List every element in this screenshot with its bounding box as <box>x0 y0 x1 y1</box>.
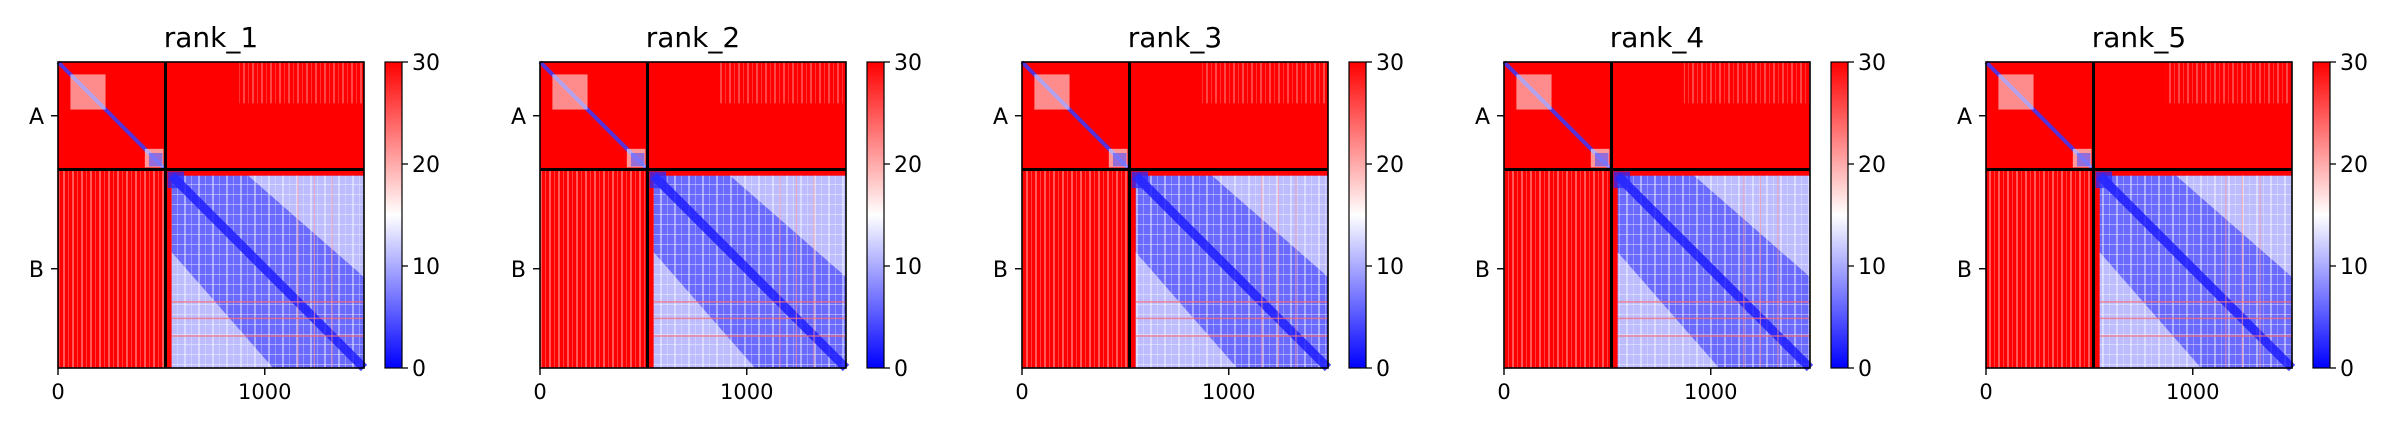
domain-block-b-start <box>167 171 185 189</box>
colorbar-tick-label: 30 <box>412 51 440 76</box>
colorbar <box>384 61 403 369</box>
x-tick-label: 0 <box>1979 380 1992 404</box>
plot-frame <box>539 61 847 369</box>
heatmap-panel-4: rank_4 0 1000 A B 0 10 20 30 <box>1475 21 1886 404</box>
colorbar <box>2312 61 2331 369</box>
x-tick-label: 0 <box>1497 380 1510 404</box>
colorbar-tick-label: 0 <box>2340 357 2354 382</box>
colorbar-tick-label: 20 <box>412 153 440 178</box>
colorbar <box>1348 61 1367 369</box>
colorbar-tick-label: 30 <box>1376 51 1404 76</box>
interchain-texture-ab <box>2165 62 2292 104</box>
heatmap-region-b-low <box>171 252 274 368</box>
heatmap-region-b-high <box>248 175 364 278</box>
interchain-texture-ba <box>540 169 648 368</box>
interchain-texture-ba <box>1986 169 2094 368</box>
chart-title: rank_2 <box>646 21 740 54</box>
domain-block-b-start <box>1131 171 1149 189</box>
heatmap-region-b-high <box>730 175 846 278</box>
y-tick-label: A <box>993 105 1008 130</box>
heatmap-region-b-high <box>2176 175 2292 278</box>
colorbar-tick-label: 10 <box>1858 255 1886 280</box>
interchain-texture-ab <box>1683 62 1810 104</box>
y-tick-label: B <box>29 258 44 283</box>
heatmap-region-b-high <box>1212 175 1328 278</box>
domain-block-a <box>552 74 588 110</box>
colorbar-tick-label: 10 <box>1376 255 1404 280</box>
colorbar-tick-label: 0 <box>412 357 426 382</box>
colorbar-tick-label: 10 <box>412 255 440 280</box>
domain-block-a <box>1516 74 1552 110</box>
x-tick-label: 0 <box>1015 380 1028 404</box>
plot-frame <box>1985 61 2293 369</box>
interchain-texture-ab <box>1201 62 1328 104</box>
colorbar-tick-label: 20 <box>1858 153 1886 178</box>
colorbar-tick-label: 0 <box>1376 357 1390 382</box>
domain-block-b-start <box>1613 171 1631 189</box>
x-tick-label: 1000 <box>720 380 773 404</box>
x-tick-label: 1000 <box>1684 380 1737 404</box>
y-tick-label: A <box>511 105 526 130</box>
colorbar-tick-label: 20 <box>894 153 922 178</box>
heatmap-panel-1: rank_1 0 1000 A B 0 10 20 30 <box>29 21 440 404</box>
heatmap-region-b-low <box>2099 252 2202 368</box>
y-tick-label: B <box>511 258 526 283</box>
interchain-texture-ba <box>1504 169 1612 368</box>
plot-frame <box>1503 61 1811 369</box>
colorbar-tick-label: 10 <box>894 255 922 280</box>
colorbar <box>1830 61 1849 369</box>
plot-frame <box>57 61 365 369</box>
x-tick-label: 1000 <box>238 380 291 404</box>
domain-block-a2-core <box>1112 152 1127 167</box>
y-tick-label: A <box>29 105 44 130</box>
colorbar-tick-label: 20 <box>2340 153 2368 178</box>
colorbar-tick-label: 0 <box>1858 357 1872 382</box>
interchain-texture-ab <box>719 62 846 104</box>
colorbar-tick-label: 10 <box>2340 255 2368 280</box>
y-tick-label: A <box>1475 105 1490 130</box>
colorbar-tick-label: 0 <box>894 357 908 382</box>
domain-block-a2-core <box>1594 152 1609 167</box>
interchain-texture-ab <box>237 62 364 104</box>
heatmap-region-b-low <box>1135 252 1238 368</box>
chart-title: rank_1 <box>164 21 258 54</box>
domain-block-b-start <box>2095 171 2113 189</box>
domain-block-a <box>1998 74 2034 110</box>
colorbar-tick-label: 30 <box>2340 51 2368 76</box>
chart-title: rank_5 <box>2092 21 2186 54</box>
colorbar-tick-label: 20 <box>1376 153 1404 178</box>
interchain-texture-ba <box>58 169 166 368</box>
x-tick-label: 0 <box>51 380 64 404</box>
x-tick-label: 0 <box>533 380 546 404</box>
y-tick-label: B <box>993 258 1008 283</box>
colorbar <box>866 61 885 369</box>
domain-block-a2-core <box>148 152 163 167</box>
domain-block-a <box>70 74 106 110</box>
chart-title: rank_3 <box>1128 21 1222 54</box>
heatmap-region-b-low <box>653 252 756 368</box>
heatmap-region-b-high <box>1694 175 1810 278</box>
domain-block-a <box>1034 74 1070 110</box>
domain-block-a2-core <box>630 152 645 167</box>
y-tick-label: B <box>1475 258 1490 283</box>
chart-title: rank_4 <box>1610 21 1704 54</box>
heatmap-panel-5: rank_5 0 1000 A B 0 10 20 30 <box>1957 21 2368 404</box>
y-tick-label: A <box>1957 105 1972 130</box>
interchain-texture-ba <box>1022 169 1130 368</box>
domain-block-b-start <box>649 171 667 189</box>
heatmap-region-b-low <box>1617 252 1720 368</box>
colorbar-tick-label: 30 <box>1858 51 1886 76</box>
y-tick-label: B <box>1957 258 1972 283</box>
colorbar-tick-label: 30 <box>894 51 922 76</box>
x-tick-label: 1000 <box>1202 380 1255 404</box>
x-tick-label: 1000 <box>2166 380 2219 404</box>
domain-block-a2-core <box>2076 152 2091 167</box>
heatmap-panel-3: rank_3 0 1000 A B 0 10 20 30 <box>993 21 1404 404</box>
heatmap-panel-2: rank_2 0 1000 A B 0 10 20 30 <box>511 21 922 404</box>
plot-frame <box>1021 61 1329 369</box>
